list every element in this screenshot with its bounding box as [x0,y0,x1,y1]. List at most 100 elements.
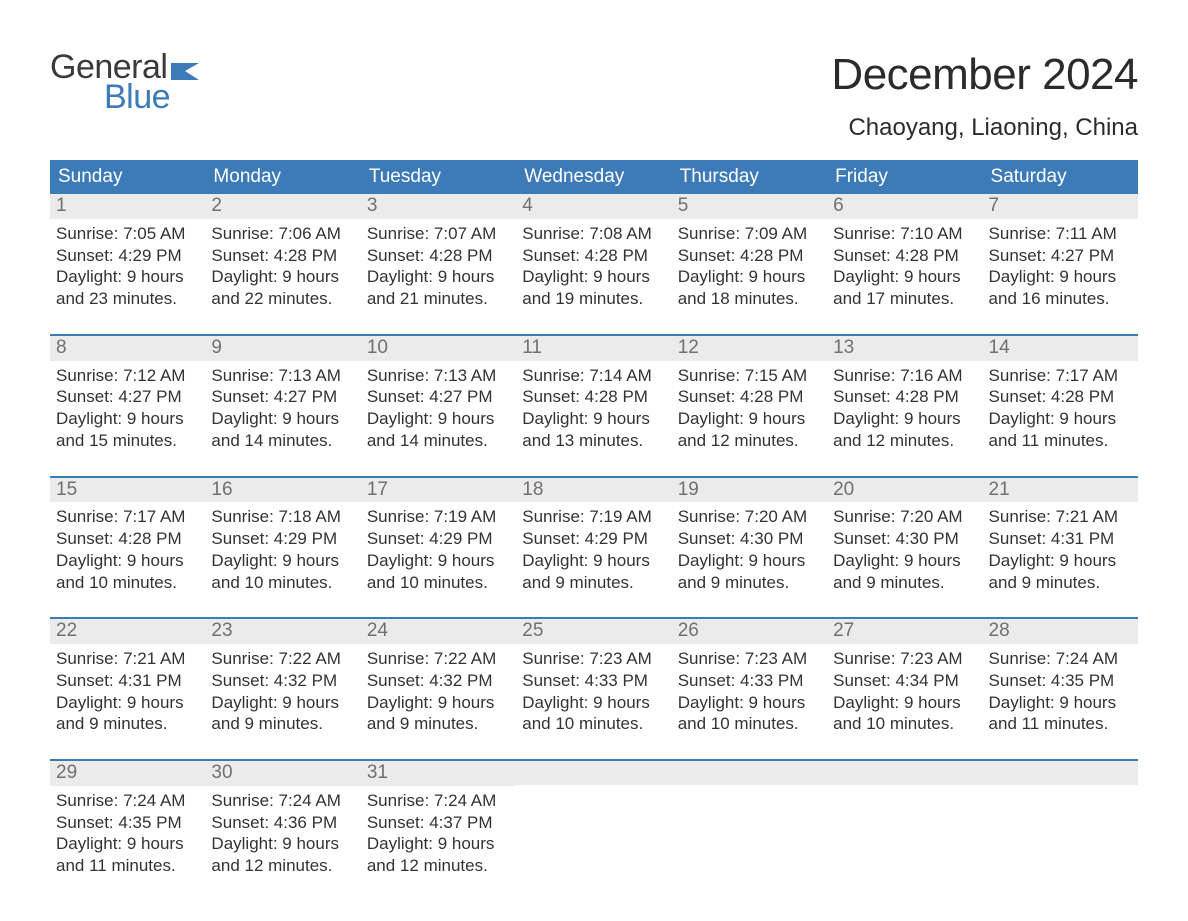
day-number: 22 [50,619,205,644]
daylight-text-2: and 22 minutes. [211,288,354,310]
sunrise-text: Sunrise: 7:24 AM [211,790,354,812]
weeks-container: 1Sunrise: 7:05 AMSunset: 4:29 PMDaylight… [50,194,1138,881]
daylight-text-1: Daylight: 9 hours [989,266,1132,288]
daylight-text-2: and 12 minutes. [833,430,976,452]
daylight-text-1: Daylight: 9 hours [56,833,199,855]
daylight-text-2: and 10 minutes. [522,713,665,735]
daylight-text-1: Daylight: 9 hours [56,550,199,572]
sunrise-text: Sunrise: 7:20 AM [678,506,821,528]
sunrise-text: Sunrise: 7:16 AM [833,365,976,387]
page: General Blue December 2024 Chaoyang, Lia… [0,0,1188,921]
day-number: 31 [361,761,516,786]
calendar-day: 17Sunrise: 7:19 AMSunset: 4:29 PMDayligh… [361,478,516,598]
day-body: Sunrise: 7:05 AMSunset: 4:29 PMDaylight:… [50,219,205,314]
day-number: 2 [205,194,360,219]
daylight-text-2: and 12 minutes. [678,430,821,452]
sunset-text: Sunset: 4:35 PM [989,670,1132,692]
daylight-text-1: Daylight: 9 hours [833,692,976,714]
sunset-text: Sunset: 4:28 PM [833,245,976,267]
daylight-text-2: and 12 minutes. [211,855,354,877]
day-number: 11 [516,336,671,361]
daylight-text-1: Daylight: 9 hours [367,550,510,572]
logo-text-blue: Blue [104,80,205,114]
sunset-text: Sunset: 4:34 PM [833,670,976,692]
day-number: 5 [672,194,827,219]
sunset-text: Sunset: 4:28 PM [211,245,354,267]
day-body: Sunrise: 7:13 AMSunset: 4:27 PMDaylight:… [205,361,360,456]
daylight-text-2: and 16 minutes. [989,288,1132,310]
sunrise-text: Sunrise: 7:22 AM [367,648,510,670]
day-number: 3 [361,194,516,219]
daylight-text-1: Daylight: 9 hours [989,550,1132,572]
sunrise-text: Sunrise: 7:18 AM [211,506,354,528]
daylight-text-1: Daylight: 9 hours [211,692,354,714]
sunset-text: Sunset: 4:27 PM [56,386,199,408]
sunset-text: Sunset: 4:36 PM [211,812,354,834]
sunset-text: Sunset: 4:28 PM [522,386,665,408]
daylight-text-1: Daylight: 9 hours [678,692,821,714]
daylight-text-1: Daylight: 9 hours [678,550,821,572]
weekday-label: Monday [205,160,360,194]
sunset-text: Sunset: 4:28 PM [989,386,1132,408]
day-body: Sunrise: 7:17 AMSunset: 4:28 PMDaylight:… [50,502,205,597]
daylight-text-2: and 11 minutes. [56,855,199,877]
day-body: Sunrise: 7:16 AMSunset: 4:28 PMDaylight:… [827,361,982,456]
day-body: Sunrise: 7:24 AMSunset: 4:37 PMDaylight:… [361,786,516,881]
day-number: 25 [516,619,671,644]
sunrise-text: Sunrise: 7:06 AM [211,223,354,245]
day-body: Sunrise: 7:09 AMSunset: 4:28 PMDaylight:… [672,219,827,314]
logo: General Blue [50,50,205,114]
sunset-text: Sunset: 4:28 PM [678,245,821,267]
sunrise-text: Sunrise: 7:23 AM [522,648,665,670]
daylight-text-1: Daylight: 9 hours [211,833,354,855]
daylight-text-2: and 10 minutes. [367,572,510,594]
daylight-text-1: Daylight: 9 hours [211,408,354,430]
daylight-text-2: and 13 minutes. [522,430,665,452]
sunset-text: Sunset: 4:28 PM [678,386,821,408]
day-body: Sunrise: 7:06 AMSunset: 4:28 PMDaylight:… [205,219,360,314]
sunrise-text: Sunrise: 7:24 AM [367,790,510,812]
day-number: 13 [827,336,982,361]
daylight-text-1: Daylight: 9 hours [522,692,665,714]
sunrise-text: Sunrise: 7:20 AM [833,506,976,528]
calendar-day: 7Sunrise: 7:11 AMSunset: 4:27 PMDaylight… [983,194,1138,314]
daylight-text-1: Daylight: 9 hours [522,550,665,572]
daylight-text-2: and 11 minutes. [989,430,1132,452]
day-body: Sunrise: 7:13 AMSunset: 4:27 PMDaylight:… [361,361,516,456]
day-body: Sunrise: 7:23 AMSunset: 4:33 PMDaylight:… [516,644,671,739]
calendar-day [516,761,671,881]
day-number: 19 [672,478,827,503]
sunrise-text: Sunrise: 7:24 AM [56,790,199,812]
daylight-text-1: Daylight: 9 hours [833,408,976,430]
day-body: Sunrise: 7:17 AMSunset: 4:28 PMDaylight:… [983,361,1138,456]
sunrise-text: Sunrise: 7:23 AM [678,648,821,670]
calendar-day: 19Sunrise: 7:20 AMSunset: 4:30 PMDayligh… [672,478,827,598]
sunrise-text: Sunrise: 7:14 AM [522,365,665,387]
location: Chaoyang, Liaoning, China [831,114,1138,142]
sunset-text: Sunset: 4:29 PM [367,528,510,550]
daylight-text-2: and 10 minutes. [56,572,199,594]
daylight-text-1: Daylight: 9 hours [989,692,1132,714]
sunrise-text: Sunrise: 7:08 AM [522,223,665,245]
day-body: Sunrise: 7:22 AMSunset: 4:32 PMDaylight:… [205,644,360,739]
daylight-text-2: and 18 minutes. [678,288,821,310]
day-body: Sunrise: 7:20 AMSunset: 4:30 PMDaylight:… [672,502,827,597]
sunrise-text: Sunrise: 7:07 AM [367,223,510,245]
daylight-text-2: and 21 minutes. [367,288,510,310]
daylight-text-2: and 10 minutes. [211,572,354,594]
daylight-text-1: Daylight: 9 hours [833,550,976,572]
day-body: Sunrise: 7:20 AMSunset: 4:30 PMDaylight:… [827,502,982,597]
day-number: 23 [205,619,360,644]
sunrise-text: Sunrise: 7:11 AM [989,223,1132,245]
sunset-text: Sunset: 4:30 PM [678,528,821,550]
sunrise-text: Sunrise: 7:19 AM [522,506,665,528]
sunset-text: Sunset: 4:29 PM [522,528,665,550]
calendar-day [672,761,827,881]
calendar-day: 13Sunrise: 7:16 AMSunset: 4:28 PMDayligh… [827,336,982,456]
day-number: 1 [50,194,205,219]
day-body: Sunrise: 7:23 AMSunset: 4:34 PMDaylight:… [827,644,982,739]
daylight-text-1: Daylight: 9 hours [833,266,976,288]
calendar-day: 14Sunrise: 7:17 AMSunset: 4:28 PMDayligh… [983,336,1138,456]
calendar: Sunday Monday Tuesday Wednesday Thursday… [50,160,1138,881]
day-number: 10 [361,336,516,361]
